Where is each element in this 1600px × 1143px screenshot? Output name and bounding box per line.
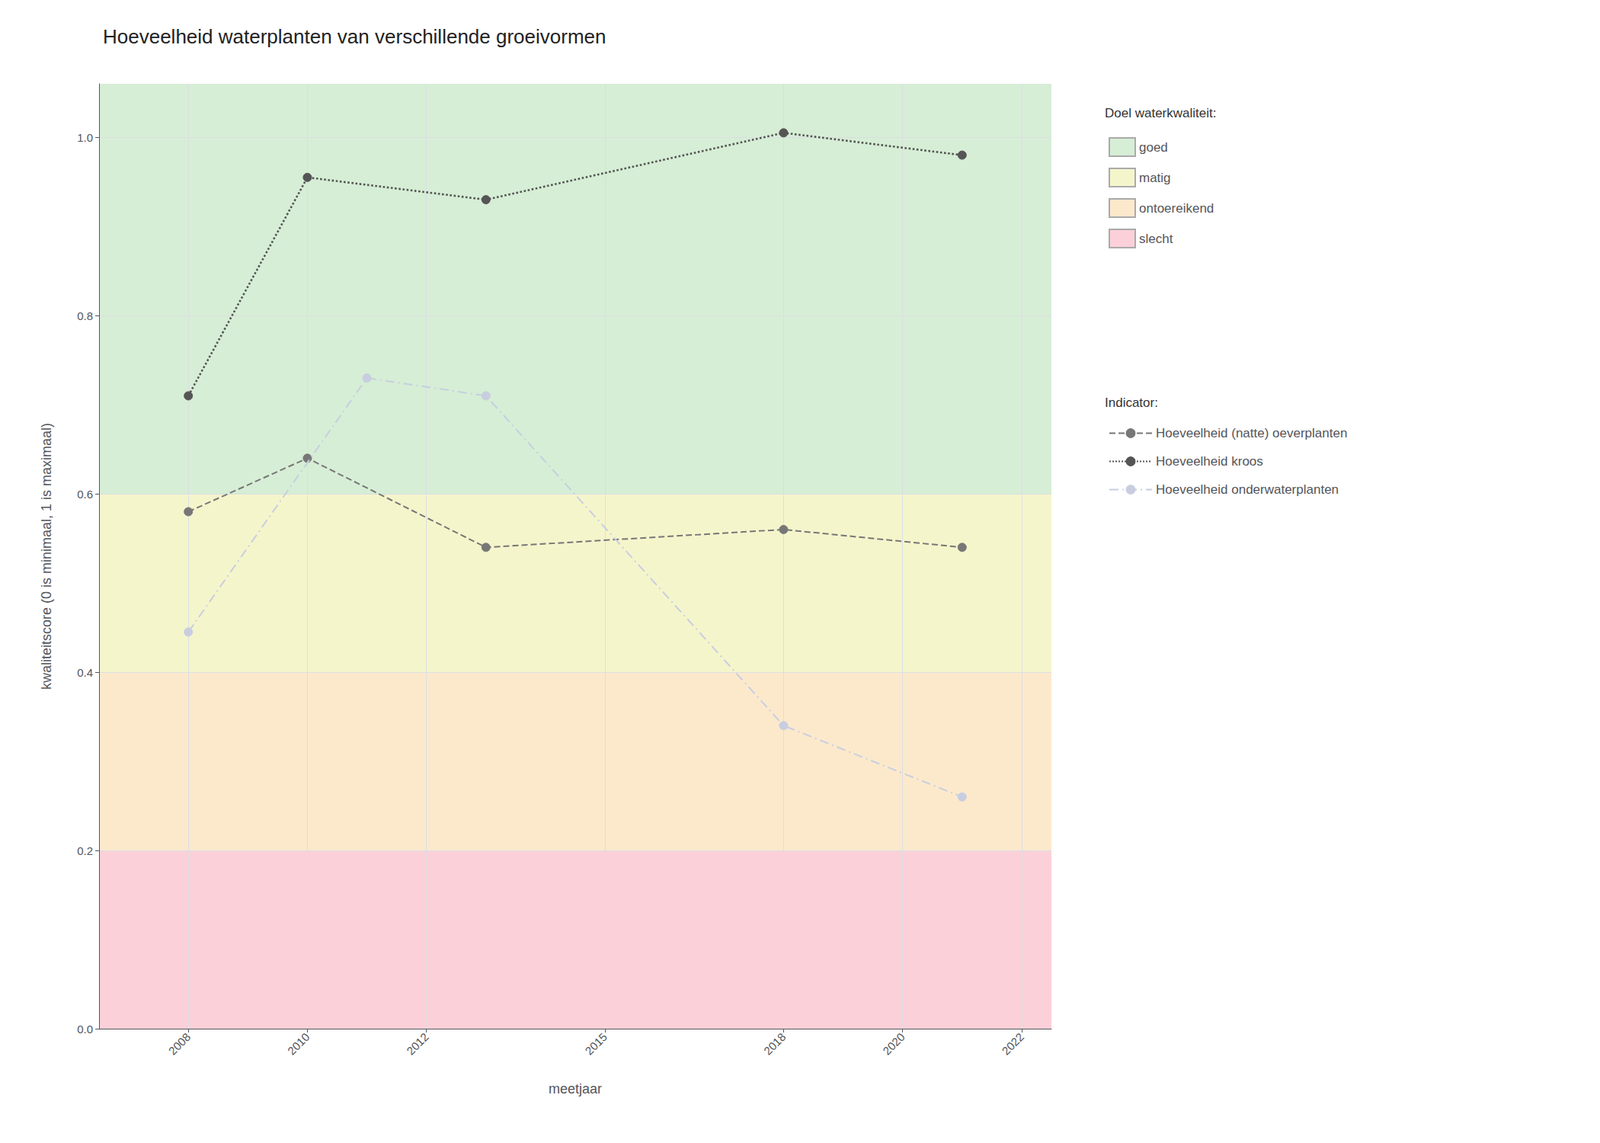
svg-text:goed: goed xyxy=(1139,140,1168,155)
svg-text:0.0: 0.0 xyxy=(76,1022,93,1036)
svg-text:meetjaar: meetjaar xyxy=(548,1081,602,1097)
svg-text:2008: 2008 xyxy=(166,1030,194,1058)
svg-text:kwaliteitscore (0 is minimaal,: kwaliteitscore (0 is minimaal, 1 is maxi… xyxy=(38,422,55,690)
svg-text:0.4: 0.4 xyxy=(76,665,93,679)
svg-text:matig: matig xyxy=(1139,170,1172,186)
svg-text:0.8: 0.8 xyxy=(76,309,93,323)
svg-text:0.2: 0.2 xyxy=(76,844,93,858)
svg-text:2012: 2012 xyxy=(403,1030,432,1058)
svg-text:0.6: 0.6 xyxy=(76,487,93,501)
svg-text:ontoereikend: ontoereikend xyxy=(1139,201,1214,216)
svg-text:Hoeveelheid waterplanten van v: Hoeveelheid waterplanten van verschillen… xyxy=(102,25,607,48)
svg-text:2018: 2018 xyxy=(761,1030,789,1058)
svg-text:Indicator:: Indicator: xyxy=(1104,395,1159,410)
svg-text:1.0: 1.0 xyxy=(76,131,93,144)
svg-text:Doel waterkwaliteit:: Doel waterkwaliteit: xyxy=(1104,105,1216,121)
svg-text:slecht: slecht xyxy=(1139,231,1174,247)
svg-text:Hoeveelheid onderwaterplanten: Hoeveelheid onderwaterplanten xyxy=(1155,482,1339,497)
svg-text:2020: 2020 xyxy=(880,1030,908,1058)
svg-text:2015: 2015 xyxy=(582,1030,610,1058)
svg-text:Hoeveelheid (natte) oeverplant: Hoeveelheid (natte) oeverplanten xyxy=(1155,425,1348,441)
svg-text:2010: 2010 xyxy=(284,1030,313,1058)
svg-text:Hoeveelheid kroos: Hoeveelheid kroos xyxy=(1155,454,1264,469)
svg-text:2022: 2022 xyxy=(998,1030,1027,1058)
